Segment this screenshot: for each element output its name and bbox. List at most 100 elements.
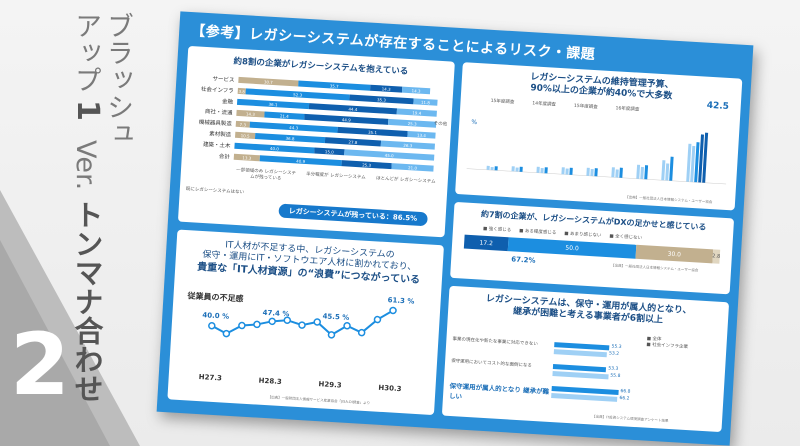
panel1-bar-seg: 36.1 — [236, 98, 310, 110]
panel1-bar-seg: 11.8 — [413, 98, 438, 106]
point — [253, 320, 261, 329]
panel1-bar-seg: 10.5 — [234, 131, 256, 139]
panel1-row-label: サービス — [212, 76, 235, 84]
legend-infra: ■ 社会インフラ企業 — [646, 342, 689, 351]
panel5-legend: ■ 全体 ■ 社会インフラ企業 — [646, 336, 688, 350]
point — [389, 306, 397, 315]
panel1-bar-seg: 25.3 — [388, 118, 437, 128]
point-label-2: 47.4 % — [262, 308, 290, 319]
panel1-bar-seg: 25.3 — [341, 160, 392, 170]
side-text-ver: Ver. — [70, 140, 101, 191]
legend-most: ほとんどが レガシーシステム — [375, 176, 436, 185]
point-label-3: 45.5 % — [322, 312, 350, 322]
side-text-number: 1 — [70, 100, 105, 121]
panel1-bar-seg: 14.3 — [401, 86, 431, 95]
panel4-total: 67.2% — [511, 255, 536, 265]
legend-not-much: ■ あまり感じない — [564, 231, 602, 239]
panel1-row-label: 社会インフラ — [200, 86, 234, 95]
panel1-bar-seg: 44.9 — [304, 113, 389, 125]
side-text-brush: ブラッシュ — [102, 12, 133, 147]
panel-dx-shackle: 約7割の企業が、レガシーシステムがDXの足かせと感じている ■ 強く感じる ■ … — [450, 201, 735, 295]
panel1-bar-seg: 13.4 — [407, 131, 436, 139]
panel1-bar-seg: 19.4 — [396, 108, 437, 117]
panel5-row-label: 事業の現在化や新たな事業に対応できない — [452, 337, 538, 348]
panel1-bar-seg: 45.0 — [344, 149, 435, 161]
panel1-row-label: 金融 — [221, 98, 234, 106]
panel1-bar-seg: 35.3 — [349, 94, 414, 105]
slide: 【参考】レガシーシステムが存在することによるリスク・課題 約8割の企業がレガシー… — [156, 11, 754, 446]
x-label-3: H29.3 — [318, 380, 342, 390]
panel3-peak: 42.5 — [706, 100, 730, 113]
panel1-bar-seg: 44.4 — [308, 103, 398, 115]
panel1-legend: 一部領域のみ レガシーシステムが残っている 半分程度が レガシーシステム ほとん… — [231, 167, 441, 191]
panel3-bar-chart — [466, 132, 727, 185]
panel5-bar-value: 55.3 — [611, 344, 622, 351]
big-number: 2 — [10, 315, 70, 415]
panel1-bar-seg: 35.7 — [298, 80, 371, 91]
point — [238, 321, 246, 330]
legend-partial: 一部領域のみ レガシーシステムが残っている — [235, 167, 297, 182]
panel1-row-label: 素材製造 — [208, 131, 232, 139]
point — [313, 318, 321, 326]
panel1-bar-seg: 15.0 — [314, 147, 345, 156]
point — [327, 331, 336, 339]
panel1-bar-seg: 7.3 — [235, 120, 250, 128]
panel-maintenance-budget: レガシーシステムの維持管理予算、 90%以上の企業が約40%で大多数 15年度調… — [455, 62, 743, 211]
panel-personalization: レガシーシステムは、保守・運用が属人的となり、 継承が困難と考える事業者が6割以… — [441, 285, 730, 433]
point-label-1: 40.0 % — [202, 311, 230, 321]
panel1-bar-seg: 52.3 — [245, 88, 350, 101]
x-label-4: H30.3 — [378, 383, 402, 394]
point — [373, 315, 382, 324]
side-text-theme: トンマナ合わせ — [70, 200, 104, 403]
point — [343, 322, 351, 330]
legend-item: 14年度調査 — [532, 101, 557, 108]
panel1-bar-seg: 30.7 — [238, 76, 299, 87]
legend-item: 15年度調査 — [490, 98, 515, 106]
panel5-bar-value: 66.2 — [619, 396, 630, 402]
panel4-source: 【出典】一般社団法人日本情報システム・ユーザー協会 — [610, 263, 699, 273]
panel5-row-label: 保守運用が属人的となり 継承が難しい — [448, 381, 550, 401]
point — [283, 316, 292, 324]
seg-not-much: 30.0 — [635, 244, 714, 264]
side-text-up: アップ — [70, 12, 101, 93]
legend-none: 既にレガシーシステムはない — [185, 186, 245, 196]
point — [208, 321, 216, 330]
panel1-bar-seg: 40.9 — [259, 155, 342, 167]
point — [222, 329, 231, 338]
point-label-4: 61.3 % — [387, 296, 415, 306]
panel-legacy-share: 約8割の企業がレガシーシステムを抱えている サービス 30.7 35.7 14.3 14… — [177, 45, 455, 238]
panel1-bar-seg: 36.8 — [254, 132, 326, 144]
panel3-source: 【出典】一般社団法人日本情報システム・ユーザー協会 — [625, 195, 713, 205]
panel5-bar — [553, 349, 608, 358]
x-label-1: H27.3 — [198, 373, 223, 383]
panel1-bar-seg: 13.3 — [233, 153, 260, 162]
point — [357, 328, 366, 337]
panel5-bar-value: 55.8 — [610, 373, 621, 380]
panel1-row-label: 機械器具製造 — [198, 119, 232, 128]
panel5-bar-value: 66.8 — [620, 389, 631, 395]
panel1-row-label: 商社・流通 — [204, 108, 233, 117]
point — [268, 317, 276, 326]
panel1-bar-seg: 35.1 — [337, 126, 408, 138]
panel1-bar-seg: 44.3 — [249, 121, 338, 133]
panel1-bar-seg: 40.0 — [234, 142, 315, 154]
panel5-row-label: 保守運用においてコスト的な面倒になる — [450, 359, 532, 369]
panel1-row-label: 合計 — [218, 153, 230, 161]
panel2-line-chart — [208, 306, 397, 339]
panel1-bar-seg: 21.4 — [264, 111, 305, 120]
panel1-row-label: 建築・土木 — [202, 141, 231, 150]
panel4-stacked-bar: 17.2 50.0 30.0 2.8 — [463, 234, 720, 264]
panel5-bar-value: 53.3 — [608, 366, 619, 372]
panel1-bar-seg: 14.3 — [236, 109, 265, 118]
panel1-bar-seg: 27.8 — [324, 137, 382, 147]
legend-somewhat: ■ ある程度感じる — [518, 228, 557, 237]
panel5-source: 【出典】IT投資システム環境調査アンケート結果 — [591, 414, 669, 423]
x-label-2: H28.3 — [258, 376, 282, 386]
panel1-bar-seg: 26.3 — [380, 140, 435, 150]
panel5-bar — [552, 371, 609, 380]
legend-none: ■ 全く感じない — [609, 234, 643, 242]
legend-item: 15年度調査 — [573, 103, 598, 111]
seg-none: 2.8 — [712, 249, 720, 264]
panel5-bar-value: 53.2 — [608, 351, 620, 357]
